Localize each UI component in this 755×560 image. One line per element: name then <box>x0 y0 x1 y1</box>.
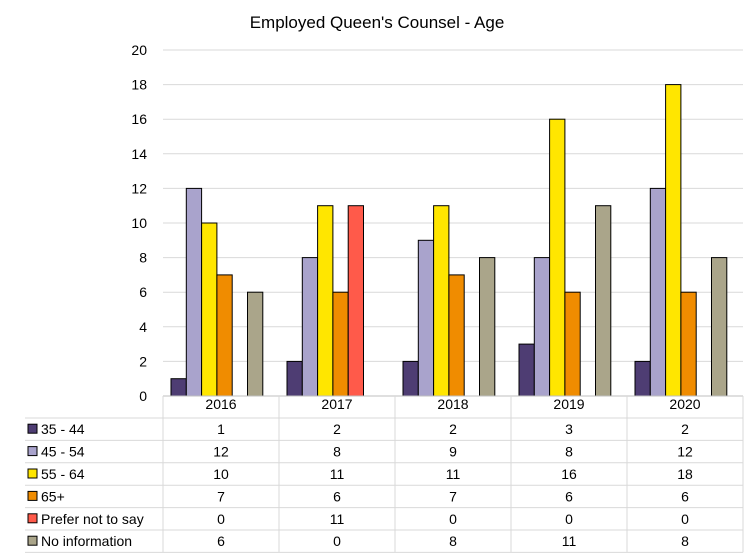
legend-label: 65+ <box>41 488 65 504</box>
bar <box>448 274 465 397</box>
y-tick-label: 2 <box>139 353 147 369</box>
y-tick-label: 8 <box>139 250 147 266</box>
y-tick-label: 0 <box>139 388 147 404</box>
bar <box>347 205 365 397</box>
legend-swatch <box>27 446 38 457</box>
bar <box>533 257 551 397</box>
x-tick-label: 2020 <box>669 396 700 412</box>
data-label: 16 <box>561 466 577 482</box>
bar <box>564 291 581 397</box>
y-tick-label: 10 <box>131 215 147 231</box>
legend-swatch <box>27 535 38 546</box>
data-label: 2 <box>333 421 341 437</box>
x-tick-label: 2018 <box>437 396 468 412</box>
bar <box>711 257 728 397</box>
legend-label: 55 - 64 <box>41 466 85 482</box>
bar <box>170 378 187 397</box>
data-label: 0 <box>681 511 689 527</box>
data-label: 11 <box>446 466 461 482</box>
bar <box>549 118 566 397</box>
data-label: 0 <box>449 511 457 527</box>
bar <box>634 360 651 397</box>
data-label: 0 <box>217 511 225 527</box>
data-label: 7 <box>217 488 225 504</box>
data-label: 2 <box>681 421 689 437</box>
y-tick-label: 16 <box>131 111 147 127</box>
bar <box>680 291 697 397</box>
data-label: 11 <box>330 466 345 482</box>
data-label: 11 <box>562 533 577 549</box>
legend-swatch <box>27 468 38 479</box>
bar <box>402 360 419 397</box>
bar <box>479 257 496 397</box>
legend-swatch <box>27 513 38 524</box>
data-label: 12 <box>213 444 229 460</box>
data-label: 6 <box>681 488 689 504</box>
bar <box>595 205 612 397</box>
data-label: 0 <box>565 511 573 527</box>
data-label: 1 <box>217 421 225 437</box>
legend-label: Prefer not to say <box>41 511 144 527</box>
bar <box>518 343 535 397</box>
x-tick-label: 2017 <box>321 396 352 412</box>
data-label: 9 <box>449 444 457 460</box>
legend-swatch <box>27 490 38 501</box>
data-label: 6 <box>565 488 573 504</box>
y-axis: 0 2 4 6 8 10 12 14 16 18 20 <box>131 42 743 404</box>
y-tick-label: 14 <box>131 146 147 162</box>
bar <box>301 257 319 397</box>
bar <box>216 274 233 397</box>
data-label: 7 <box>449 488 457 504</box>
data-label: 2 <box>449 421 457 437</box>
data-label: 18 <box>677 466 693 482</box>
legend-label: No information <box>41 533 132 549</box>
y-tick-label: 4 <box>139 319 147 335</box>
y-tick-label: 20 <box>131 42 147 58</box>
bar <box>417 239 435 397</box>
x-tick-label: 2016 <box>205 396 236 412</box>
legend-label: 45 - 54 <box>41 444 85 460</box>
bar <box>201 222 218 397</box>
bar <box>247 291 264 397</box>
bar <box>332 291 349 397</box>
y-tick-label: 12 <box>131 180 147 196</box>
bar <box>649 187 667 397</box>
data-label: 6 <box>333 488 341 504</box>
data-label: 0 <box>333 533 341 549</box>
x-tick-label: 2019 <box>553 396 584 412</box>
y-tick-label: 6 <box>139 284 147 300</box>
legend-label: 35 - 44 <box>41 421 85 437</box>
bar <box>317 205 334 397</box>
data-label: 8 <box>565 444 573 460</box>
data-label: 3 <box>565 421 573 437</box>
bars <box>170 84 728 397</box>
data-label: 11 <box>330 511 345 527</box>
bar <box>665 84 682 397</box>
data-label: 10 <box>213 466 229 482</box>
data-label: 6 <box>217 533 225 549</box>
chart-title: Employed Queen's Counsel - Age <box>250 13 505 32</box>
bar <box>286 360 303 397</box>
data-label: 8 <box>681 533 689 549</box>
bar <box>185 187 203 397</box>
data-label: 12 <box>677 444 693 460</box>
data-label: 8 <box>449 533 457 549</box>
y-tick-label: 18 <box>131 77 147 93</box>
bar <box>433 205 450 397</box>
legend-swatch <box>27 423 38 434</box>
data-label: 8 <box>333 444 341 460</box>
